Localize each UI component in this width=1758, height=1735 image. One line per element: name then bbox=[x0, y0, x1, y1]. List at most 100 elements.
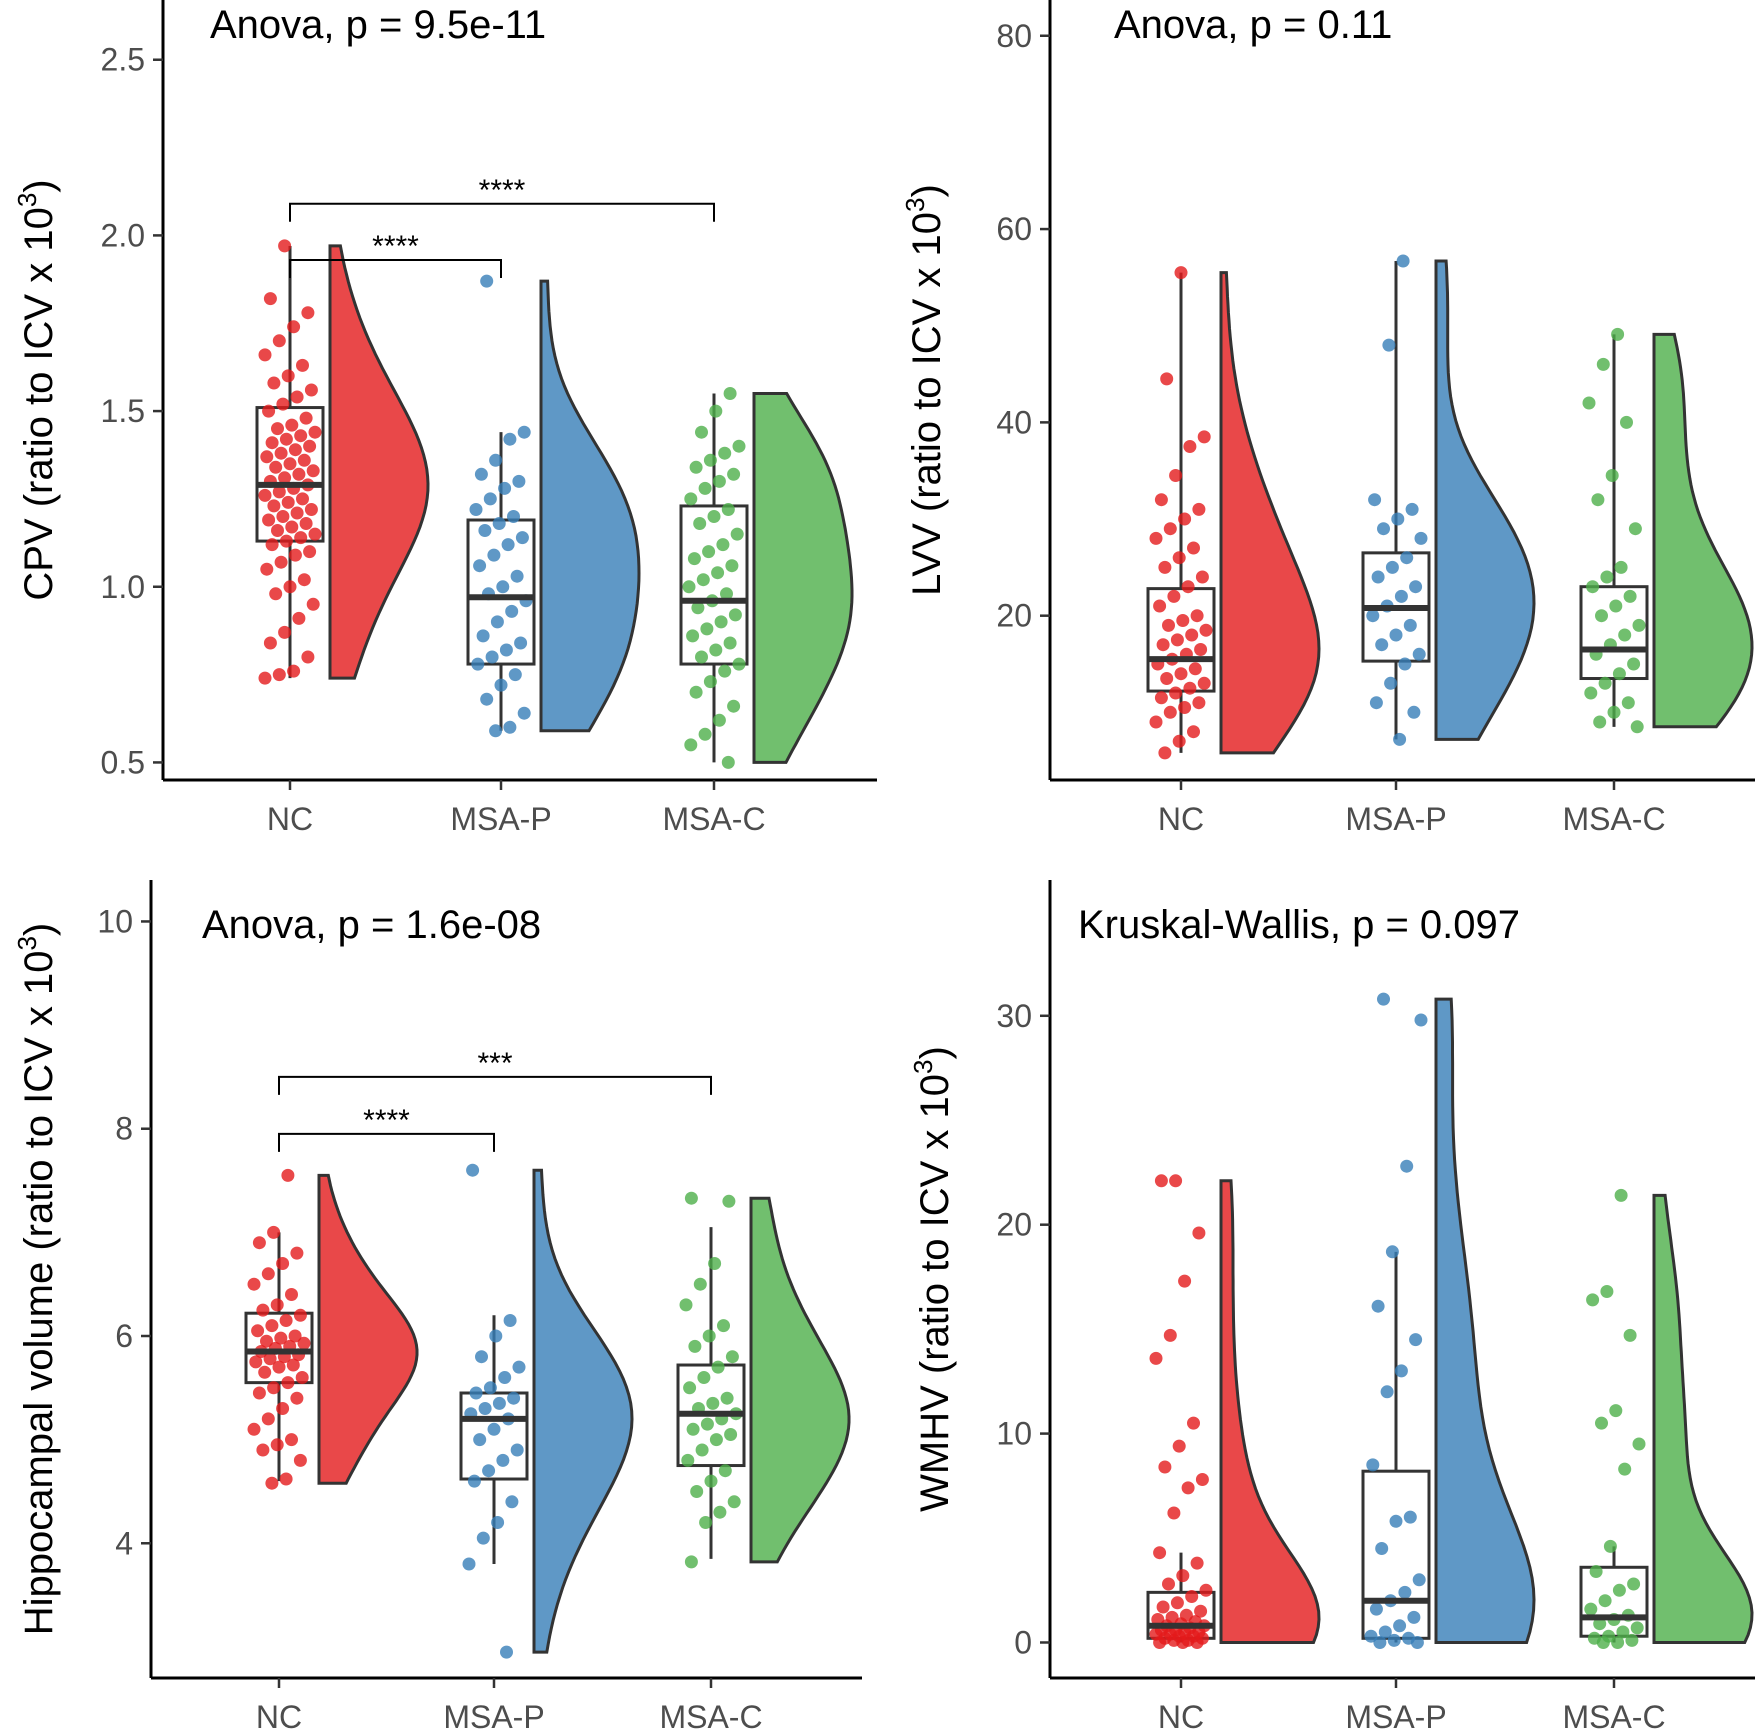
data-point bbox=[1195, 1473, 1209, 1486]
data-point bbox=[260, 450, 274, 464]
y-axis-title-close: ) bbox=[17, 923, 61, 936]
data-point bbox=[693, 517, 707, 530]
data-point bbox=[1163, 522, 1177, 536]
data-point bbox=[503, 432, 517, 446]
x-tick-label: NC bbox=[1158, 801, 1204, 837]
data-point bbox=[1584, 1602, 1598, 1616]
data-point bbox=[252, 1386, 266, 1400]
data-point bbox=[1393, 1619, 1407, 1633]
data-point bbox=[711, 1360, 725, 1374]
data-point bbox=[308, 527, 322, 541]
data-point bbox=[500, 1645, 513, 1659]
data-point bbox=[1151, 1613, 1165, 1626]
data-point bbox=[292, 467, 306, 481]
y-axis-title-sup: 3 bbox=[900, 197, 930, 211]
data-point bbox=[724, 1428, 738, 1441]
data-point bbox=[1589, 1565, 1603, 1578]
data-point bbox=[1178, 1274, 1192, 1288]
density-violin bbox=[749, 1196, 851, 1564]
data-point bbox=[725, 559, 739, 573]
data-point bbox=[1623, 1328, 1637, 1342]
data-point bbox=[1627, 1577, 1641, 1591]
data-point bbox=[260, 1334, 273, 1348]
data-point bbox=[1611, 327, 1625, 341]
data-point bbox=[1618, 1462, 1632, 1476]
data-point bbox=[1187, 541, 1200, 555]
data-point bbox=[485, 650, 499, 664]
significance-bracket: **** bbox=[278, 1104, 495, 1152]
data-point bbox=[721, 755, 735, 769]
data-point bbox=[689, 685, 703, 699]
data-point bbox=[688, 1339, 702, 1353]
data-point bbox=[709, 1433, 723, 1447]
data-point bbox=[1366, 1458, 1380, 1472]
y-tick-label: 6 bbox=[115, 1318, 133, 1354]
data-point bbox=[290, 1246, 304, 1260]
data-point bbox=[290, 1391, 304, 1405]
data-point bbox=[489, 1329, 503, 1343]
data-point bbox=[1162, 618, 1175, 632]
data-point bbox=[718, 1464, 732, 1478]
x-tick-label: NC bbox=[1158, 1699, 1204, 1735]
data-point bbox=[684, 1191, 698, 1205]
data-point bbox=[276, 397, 290, 411]
data-point bbox=[297, 573, 311, 587]
data-point bbox=[1149, 1351, 1163, 1365]
data-point bbox=[1414, 1013, 1428, 1027]
data-point bbox=[297, 453, 311, 467]
data-point bbox=[1158, 1460, 1172, 1474]
data-point bbox=[1384, 676, 1398, 690]
data-point bbox=[501, 538, 515, 552]
box bbox=[1361, 1469, 1431, 1640]
y-axis-title: CPV (ratio to ICV x 103) bbox=[12, 179, 61, 600]
data-point bbox=[510, 569, 524, 583]
data-point bbox=[306, 464, 320, 478]
data-point bbox=[507, 1391, 521, 1405]
data-point bbox=[703, 453, 717, 467]
y-tick-label: 20 bbox=[996, 598, 1032, 634]
data-point bbox=[1197, 430, 1211, 444]
data-point bbox=[286, 1358, 300, 1372]
data-point bbox=[1612, 1583, 1626, 1597]
data-point bbox=[265, 1476, 279, 1490]
data-point bbox=[684, 738, 698, 752]
bracket-line bbox=[289, 202, 715, 222]
data-point bbox=[1405, 502, 1419, 516]
data-point bbox=[1393, 732, 1407, 746]
data-point bbox=[689, 460, 703, 474]
data-point bbox=[469, 1386, 483, 1400]
data-point bbox=[1199, 1583, 1213, 1597]
data-point bbox=[270, 1438, 284, 1452]
data-point bbox=[1387, 1633, 1401, 1647]
bracket-line bbox=[278, 1132, 495, 1152]
data-point bbox=[304, 503, 318, 516]
data-point bbox=[487, 548, 501, 562]
data-point bbox=[471, 657, 485, 671]
data-point bbox=[696, 573, 710, 587]
data-point bbox=[290, 506, 304, 520]
data-point bbox=[714, 615, 728, 629]
data-point bbox=[1170, 633, 1184, 647]
data-point bbox=[1364, 1629, 1378, 1643]
data-point bbox=[716, 538, 730, 552]
y-tick-label: 10 bbox=[97, 903, 133, 939]
y-tick-label: 2.5 bbox=[101, 42, 145, 78]
y-tick-label: 40 bbox=[996, 404, 1032, 440]
data-point bbox=[1407, 705, 1421, 719]
x-tick-label: MSA-C bbox=[1562, 1699, 1665, 1735]
data-point bbox=[1609, 599, 1623, 613]
data-point bbox=[690, 1485, 704, 1498]
data-point bbox=[1603, 1539, 1617, 1553]
data-point bbox=[682, 580, 696, 594]
data-point bbox=[695, 425, 708, 439]
data-point bbox=[283, 580, 297, 594]
data-point bbox=[473, 559, 487, 573]
data-point bbox=[1377, 992, 1390, 1006]
data-point bbox=[475, 1350, 488, 1364]
data-point bbox=[1371, 570, 1385, 584]
data-point bbox=[294, 531, 308, 545]
data-point bbox=[717, 1319, 730, 1333]
data-point bbox=[247, 1422, 261, 1436]
data-point bbox=[462, 1557, 476, 1571]
data-point bbox=[1163, 1328, 1177, 1342]
